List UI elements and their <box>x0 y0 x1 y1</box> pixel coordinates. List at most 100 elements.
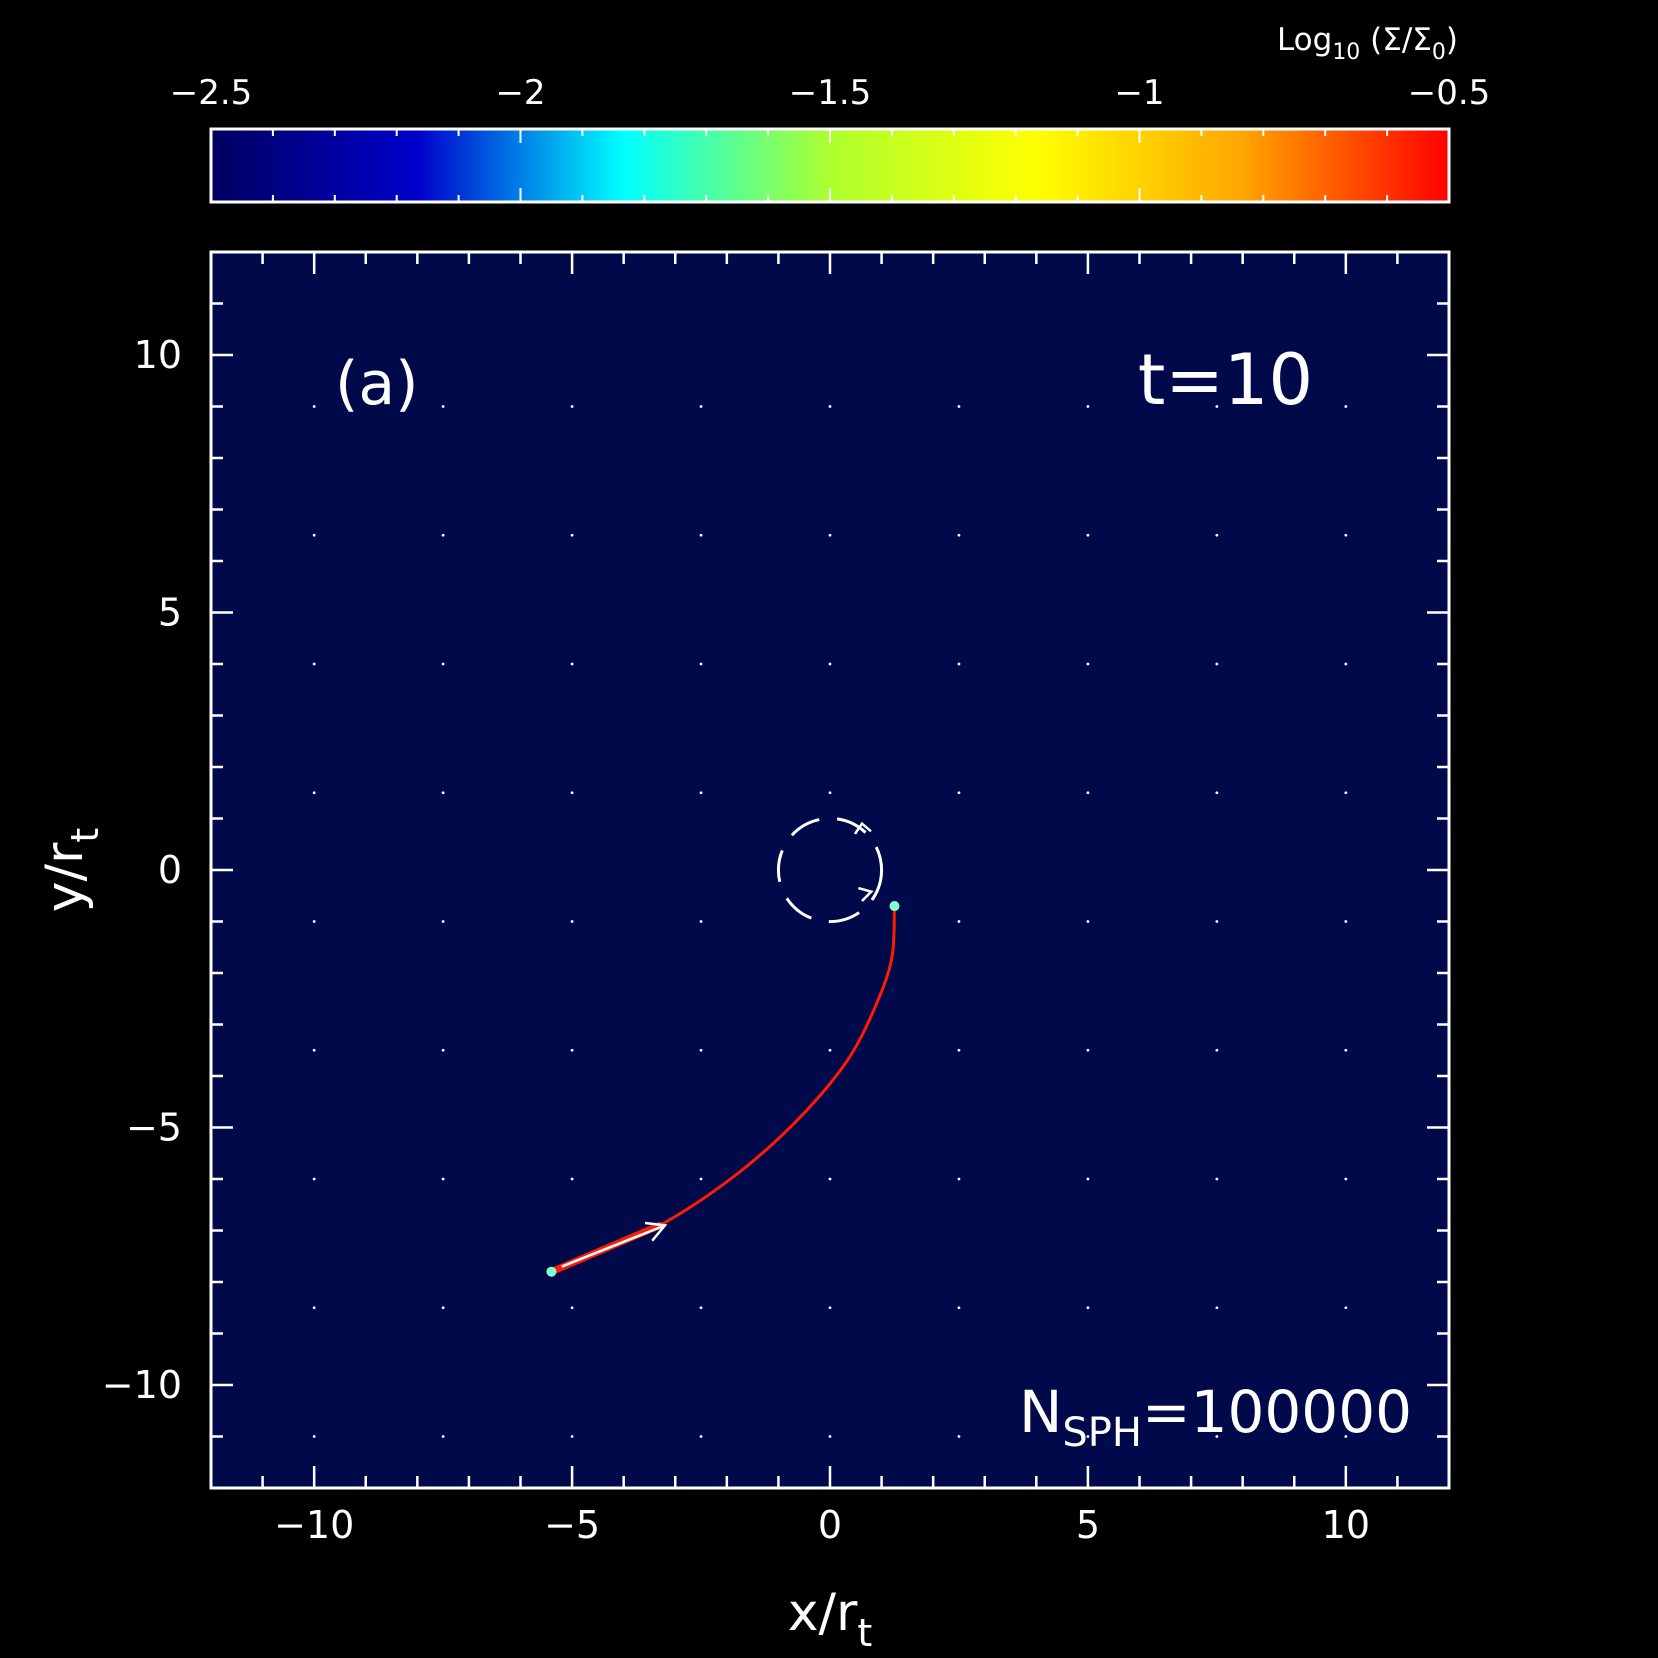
grid-dot <box>1344 1435 1348 1438</box>
grid-dot <box>828 1306 832 1310</box>
plot-area: −10 −5 0 5 10 −10 −5 0 5 10 (a) t=10 NSPH=100000 <box>102 250 1451 1547</box>
x-tick-label: −5 <box>544 1503 600 1547</box>
plot-background <box>211 252 1449 1488</box>
grid-dot <box>1215 791 1219 795</box>
grid-dot <box>957 791 961 795</box>
grid-dot <box>1344 791 1348 795</box>
x-axis-title: x/rt <box>788 1583 873 1655</box>
grid-dot <box>570 662 574 666</box>
time-label: t=10 <box>1138 339 1313 421</box>
colorbar-tick-label: −2.5 <box>170 73 253 113</box>
grid-dot <box>957 920 961 923</box>
colorbar-ticks <box>210 129 1450 202</box>
grid-dot <box>441 791 445 795</box>
grid-dot <box>699 1048 703 1052</box>
x-tick-label: −10 <box>274 1503 354 1547</box>
panel-label: (a) <box>335 349 419 419</box>
orbit-arrowhead <box>853 821 872 835</box>
grid-dot <box>828 1048 832 1052</box>
grid-dot <box>828 405 832 408</box>
grid-dot <box>828 1177 832 1181</box>
grid-dot <box>1215 1306 1219 1310</box>
grid-dot <box>441 920 445 923</box>
x-tick-label: 10 <box>1322 1503 1370 1547</box>
grid-dot <box>1344 533 1348 537</box>
grid-dot <box>957 662 961 666</box>
colorbar-tick-label: −1 <box>1114 73 1164 113</box>
grid-dot <box>441 1435 445 1438</box>
grid-dot <box>441 405 445 408</box>
grid-dot <box>570 1048 574 1052</box>
y-tick-label: −10 <box>102 1363 182 1407</box>
arrow-shaft <box>561 1224 666 1268</box>
stream-start-dot <box>546 1266 557 1277</box>
grid-dot <box>1215 662 1219 666</box>
y-tick-label: 10 <box>134 333 182 377</box>
grid-dot <box>957 1177 961 1181</box>
grid-dot <box>1215 920 1219 923</box>
grid-dot <box>312 920 316 923</box>
grid-dot <box>1086 533 1090 537</box>
grid-dot <box>312 1177 316 1181</box>
grid-dot <box>1344 1048 1348 1052</box>
colorbar-tick-label: −2 <box>495 73 545 113</box>
grid-dot <box>441 1048 445 1052</box>
grid-dot <box>828 791 832 795</box>
grid-dot <box>1215 405 1219 408</box>
grid-dot <box>570 920 574 923</box>
orbit-circle <box>776 816 884 924</box>
y-tick-label: 0 <box>158 848 182 892</box>
grid-dot <box>699 1435 703 1438</box>
grid-dot <box>699 1177 703 1181</box>
grid-dot <box>957 533 961 537</box>
axis-tick-labels: −10 −5 0 5 10 −10 −5 0 5 10 <box>102 333 1370 1547</box>
grid-dot <box>1215 533 1219 537</box>
x-tick-label: 5 <box>1076 1503 1100 1547</box>
grid-dot <box>1344 920 1348 923</box>
y-tick-label: −5 <box>126 1106 182 1150</box>
particle-count: NSPH=100000 <box>1019 1378 1412 1456</box>
grid-dot <box>1086 1048 1090 1052</box>
grid-dot <box>1215 1435 1219 1438</box>
grid-dot <box>1086 1177 1090 1181</box>
grid-dot <box>828 533 832 537</box>
grid-dot <box>1344 1306 1348 1310</box>
grid-dot <box>1344 405 1348 408</box>
grid-dot <box>312 1306 316 1310</box>
grid-dot <box>828 1435 832 1438</box>
arrow-head <box>644 1221 668 1242</box>
grid-dot <box>312 533 316 537</box>
grid-dot <box>570 1435 574 1438</box>
grid-dot <box>957 1048 961 1052</box>
grid-dot <box>312 1435 316 1438</box>
grid-dot <box>312 1048 316 1052</box>
x-tick-label: 0 <box>818 1503 842 1547</box>
axis-ticks <box>211 252 1449 1488</box>
grid-dot <box>1215 1048 1219 1052</box>
y-tick-label: 5 <box>158 591 182 635</box>
grid-dot <box>1086 791 1090 795</box>
colorbar-tick-label: −1.5 <box>789 73 872 113</box>
grid-dot <box>570 1306 574 1310</box>
grid-dot <box>1344 1177 1348 1181</box>
grid-dot <box>570 791 574 795</box>
grid-dot <box>699 920 703 923</box>
grid-dot <box>699 533 703 537</box>
grid-dot <box>312 791 316 795</box>
grid-dot <box>1086 1306 1090 1310</box>
grid-dots <box>312 405 1348 1438</box>
grid-dot <box>957 1306 961 1310</box>
grid-dot <box>441 1177 445 1181</box>
orbit-ring <box>776 816 884 924</box>
grid-dot <box>828 662 832 666</box>
grid-dot <box>699 1306 703 1310</box>
grid-dot <box>441 662 445 666</box>
grid-dot <box>699 405 703 408</box>
grid-dot <box>1215 1177 1219 1181</box>
grid-dot <box>1086 920 1090 923</box>
grid-dot <box>1344 662 1348 666</box>
y-axis-title: y/rt <box>35 828 107 913</box>
orbit-arrowhead <box>858 886 874 902</box>
grid-dot <box>570 405 574 408</box>
